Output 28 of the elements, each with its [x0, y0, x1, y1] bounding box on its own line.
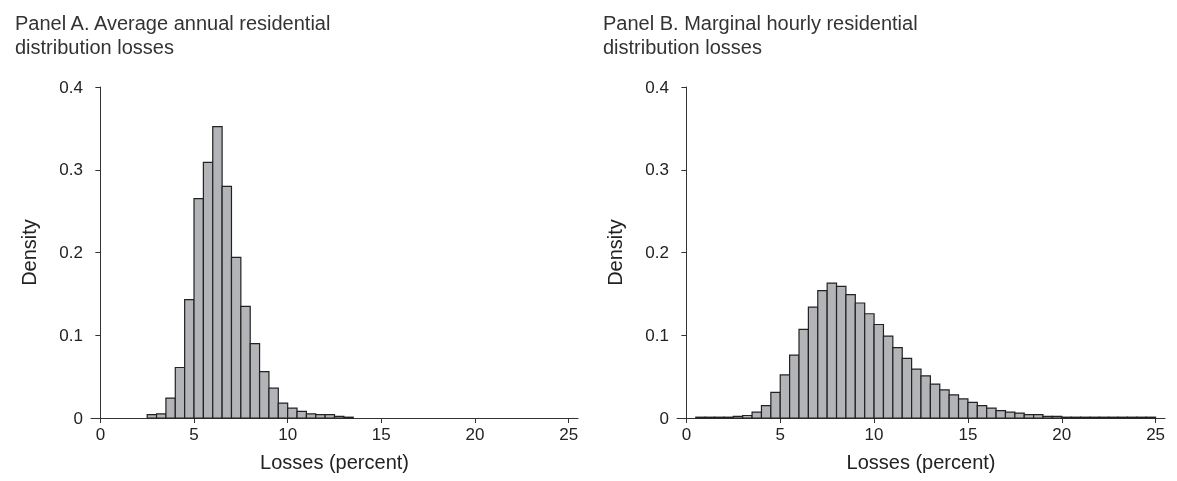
- chart-title: Panel B. Marginal hourly residential distribution losses: [603, 12, 918, 58]
- y-tick-label: 0: [73, 408, 83, 428]
- x-tick-label: 25: [1146, 425, 1166, 444]
- y-tick-label: 0.4: [59, 77, 83, 97]
- y-tick-label: 0: [659, 408, 669, 428]
- y-axis-title: Density: [18, 219, 40, 286]
- x-tick-label: 10: [864, 425, 884, 444]
- x-tick-label: 25: [559, 425, 579, 444]
- y-tick-label: 0.1: [645, 325, 669, 345]
- x-axis-title: Losses (percent): [260, 451, 409, 473]
- x-tick-label: 20: [465, 425, 485, 444]
- x-tick-label: 15: [958, 425, 978, 444]
- x-tick-label: 5: [775, 425, 785, 444]
- y-tick-label: 0.4: [645, 77, 669, 97]
- y-tick-label: 0.2: [59, 243, 83, 262]
- chart-title: Panel A. Average annual residential distribution losses: [15, 12, 331, 58]
- x-tick-label: 0: [95, 425, 106, 444]
- y-tick-label: 0.1: [59, 325, 83, 345]
- x-tick-label: 15: [371, 425, 391, 444]
- x-tick-label: 0: [681, 425, 692, 444]
- x-axis-title: Losses (percent): [846, 451, 996, 473]
- x-tick-label: 20: [1052, 425, 1072, 444]
- y-tick-label: 0.3: [59, 160, 83, 180]
- y-tick-label: 0.2: [645, 243, 669, 262]
- y-axis-title: Density: [604, 219, 626, 286]
- x-tick-label: 10: [278, 425, 298, 444]
- y-tick-label: 0.3: [645, 160, 669, 180]
- x-tick-label: 5: [189, 425, 199, 444]
